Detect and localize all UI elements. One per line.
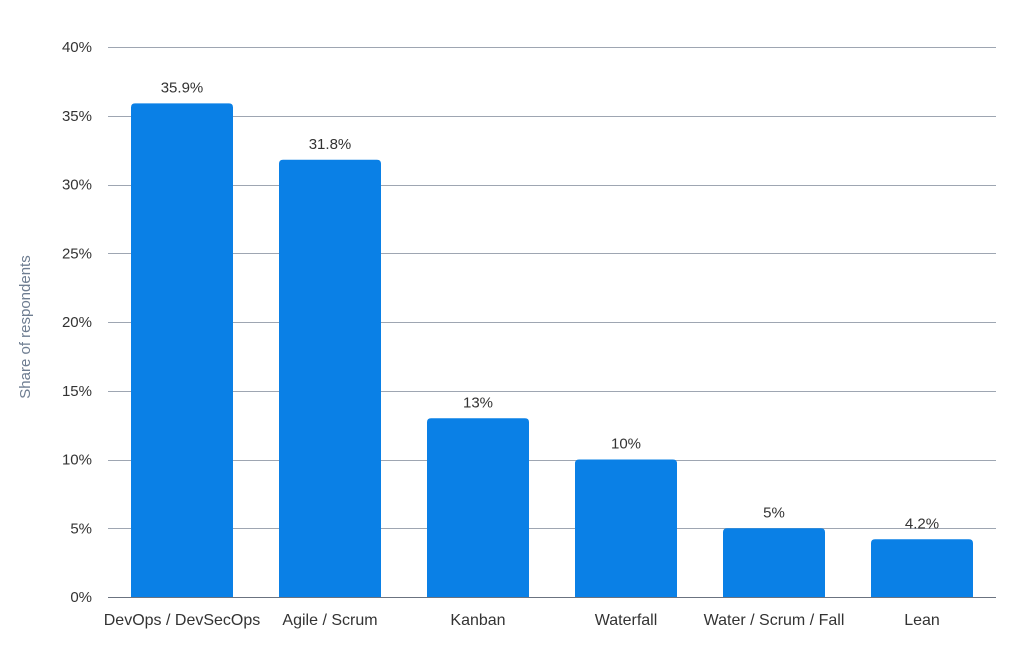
y-tick-label: 35%: [62, 108, 92, 125]
bars: [131, 103, 973, 597]
data-label: 4.2%: [905, 515, 939, 532]
data-labels: 35.9% 31.8% 13% 10% 5% 4.2%: [161, 79, 939, 532]
y-tick-label: 40%: [62, 39, 92, 56]
data-label: 13%: [463, 394, 493, 411]
y-axis-tick-labels: 0% 5% 10% 15% 20% 25% 30% 35% 40%: [62, 39, 92, 606]
y-tick-label: 25%: [62, 245, 92, 262]
y-tick-label: 5%: [70, 520, 92, 537]
data-label: 10%: [611, 436, 641, 453]
data-label: 31.8%: [309, 136, 352, 153]
category-label: Waterfall: [595, 612, 658, 629]
category-label: Water / Scrum / Fall: [704, 612, 845, 629]
bar: [871, 539, 973, 597]
y-tick-label: 20%: [62, 314, 92, 331]
bar: [131, 103, 233, 597]
bar: [575, 459, 677, 597]
y-tick-label: 0%: [70, 589, 92, 606]
category-label: Kanban: [450, 612, 505, 629]
x-axis-category-labels: DevOps / DevSecOps Agile / Scrum Kanban Wat…: [104, 612, 940, 629]
data-label: 5%: [763, 504, 785, 521]
category-label: Agile / Scrum: [282, 612, 377, 629]
bar: [427, 418, 529, 597]
data-label: 35.9%: [161, 79, 204, 96]
y-axis-title: Share of respondents: [17, 255, 34, 398]
category-label: Lean: [904, 612, 940, 629]
y-tick-label: 30%: [62, 177, 92, 194]
bar: [279, 159, 381, 597]
y-tick-label: 15%: [62, 383, 92, 400]
bar: [723, 528, 825, 597]
category-label: DevOps / DevSecOps: [104, 612, 261, 629]
gridlines: [108, 47, 996, 598]
y-tick-label: 10%: [62, 452, 92, 469]
